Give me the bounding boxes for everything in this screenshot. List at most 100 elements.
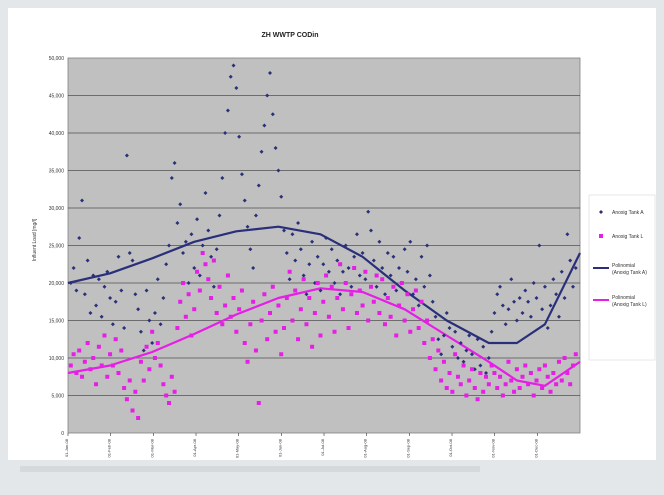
- data-point: [542, 363, 547, 368]
- data-point: [276, 168, 281, 173]
- data-point: [301, 277, 306, 282]
- data-point: [122, 386, 127, 390]
- data-point: [469, 367, 474, 372]
- data-point: [133, 292, 138, 297]
- data-point: [197, 288, 202, 293]
- data-point: [523, 363, 528, 368]
- x-tick-label: 01-Jun-08: [277, 438, 282, 457]
- data-point: [537, 243, 542, 248]
- data-point: [77, 348, 82, 353]
- data-point: [273, 329, 278, 334]
- data-point: [110, 363, 115, 368]
- x-tick-label: 01-Feb-08: [107, 438, 112, 457]
- data-point: [287, 269, 292, 274]
- data-point: [475, 397, 480, 402]
- data-point: [427, 273, 432, 278]
- data-point: [108, 352, 113, 357]
- data-point: [231, 63, 236, 68]
- data-point: [509, 277, 514, 282]
- data-point: [234, 329, 239, 334]
- y-tick-label: 10,000: [49, 356, 65, 362]
- data-point: [368, 284, 373, 289]
- data-point: [433, 367, 438, 372]
- data-point: [439, 378, 444, 383]
- data-point: [200, 251, 205, 255]
- data-point: [332, 281, 337, 285]
- data-point: [318, 288, 323, 293]
- x-tick-label: 01-Oct-08: [448, 438, 453, 457]
- data-point: [363, 269, 368, 274]
- data-point: [237, 134, 242, 139]
- data-point: [453, 352, 458, 357]
- data-point: [464, 348, 469, 353]
- data-point: [489, 363, 494, 368]
- y-tick-label: 45,000: [49, 94, 65, 100]
- data-point: [99, 363, 104, 368]
- data-point: [517, 386, 522, 390]
- data-point: [152, 356, 157, 360]
- data-point: [265, 337, 270, 342]
- data-point: [85, 341, 90, 345]
- data-point: [377, 239, 382, 244]
- data-point: [279, 352, 284, 357]
- data-point: [124, 153, 129, 158]
- data-point: [388, 314, 393, 319]
- data-point: [307, 262, 312, 267]
- data-point: [206, 277, 211, 282]
- data-point: [287, 277, 292, 282]
- data-point: [366, 209, 371, 214]
- data-point: [411, 292, 416, 297]
- data-point: [486, 382, 491, 387]
- data-point: [211, 284, 216, 289]
- data-point: [133, 389, 138, 394]
- data-point: [91, 273, 96, 278]
- y-tick-label: 50,000: [49, 56, 65, 62]
- data-point: [130, 258, 135, 263]
- data-point: [127, 251, 132, 255]
- data-point: [82, 359, 87, 364]
- data-point: [183, 239, 188, 244]
- data-point: [526, 299, 531, 304]
- y-tick-label: 25,000: [49, 244, 65, 250]
- data-point: [343, 243, 348, 248]
- data-point: [484, 374, 489, 379]
- x-tick-label: 01-Nov-08: [491, 438, 496, 457]
- data-point: [172, 389, 177, 394]
- data-point: [203, 262, 208, 267]
- data-point: [380, 266, 385, 270]
- data-point: [119, 348, 124, 353]
- data-point: [245, 359, 250, 364]
- data-point: [453, 329, 458, 334]
- data-point: [298, 307, 303, 312]
- data-point: [304, 322, 309, 327]
- y-axis-label: Influent Load [mg/l]: [32, 218, 38, 261]
- data-point: [217, 213, 222, 218]
- legend-label: Anoxig Tank L: [612, 234, 644, 240]
- data-point: [214, 247, 219, 252]
- y-tick-label: 0: [61, 431, 64, 437]
- data-point: [290, 318, 295, 323]
- legend-label: Polinomial: [612, 295, 635, 301]
- data-point: [413, 277, 418, 282]
- data-point: [172, 161, 177, 165]
- data-point: [528, 314, 533, 319]
- data-point: [498, 374, 503, 379]
- data-point: [192, 307, 197, 312]
- y-tick-label: 30,000: [49, 206, 65, 212]
- data-point: [419, 254, 424, 259]
- data-point: [475, 337, 480, 342]
- data-point: [138, 329, 143, 334]
- data-point: [357, 288, 362, 293]
- data-point: [374, 273, 379, 278]
- data-point: [430, 299, 435, 304]
- data-point: [116, 254, 121, 259]
- data-point: [340, 307, 345, 312]
- data-point: [164, 393, 169, 398]
- data-point: [267, 311, 272, 315]
- data-point: [338, 292, 343, 297]
- data-point: [282, 228, 287, 233]
- data-point: [158, 363, 163, 368]
- data-point: [175, 326, 180, 330]
- data-point: [397, 303, 402, 308]
- data-point: [113, 299, 118, 304]
